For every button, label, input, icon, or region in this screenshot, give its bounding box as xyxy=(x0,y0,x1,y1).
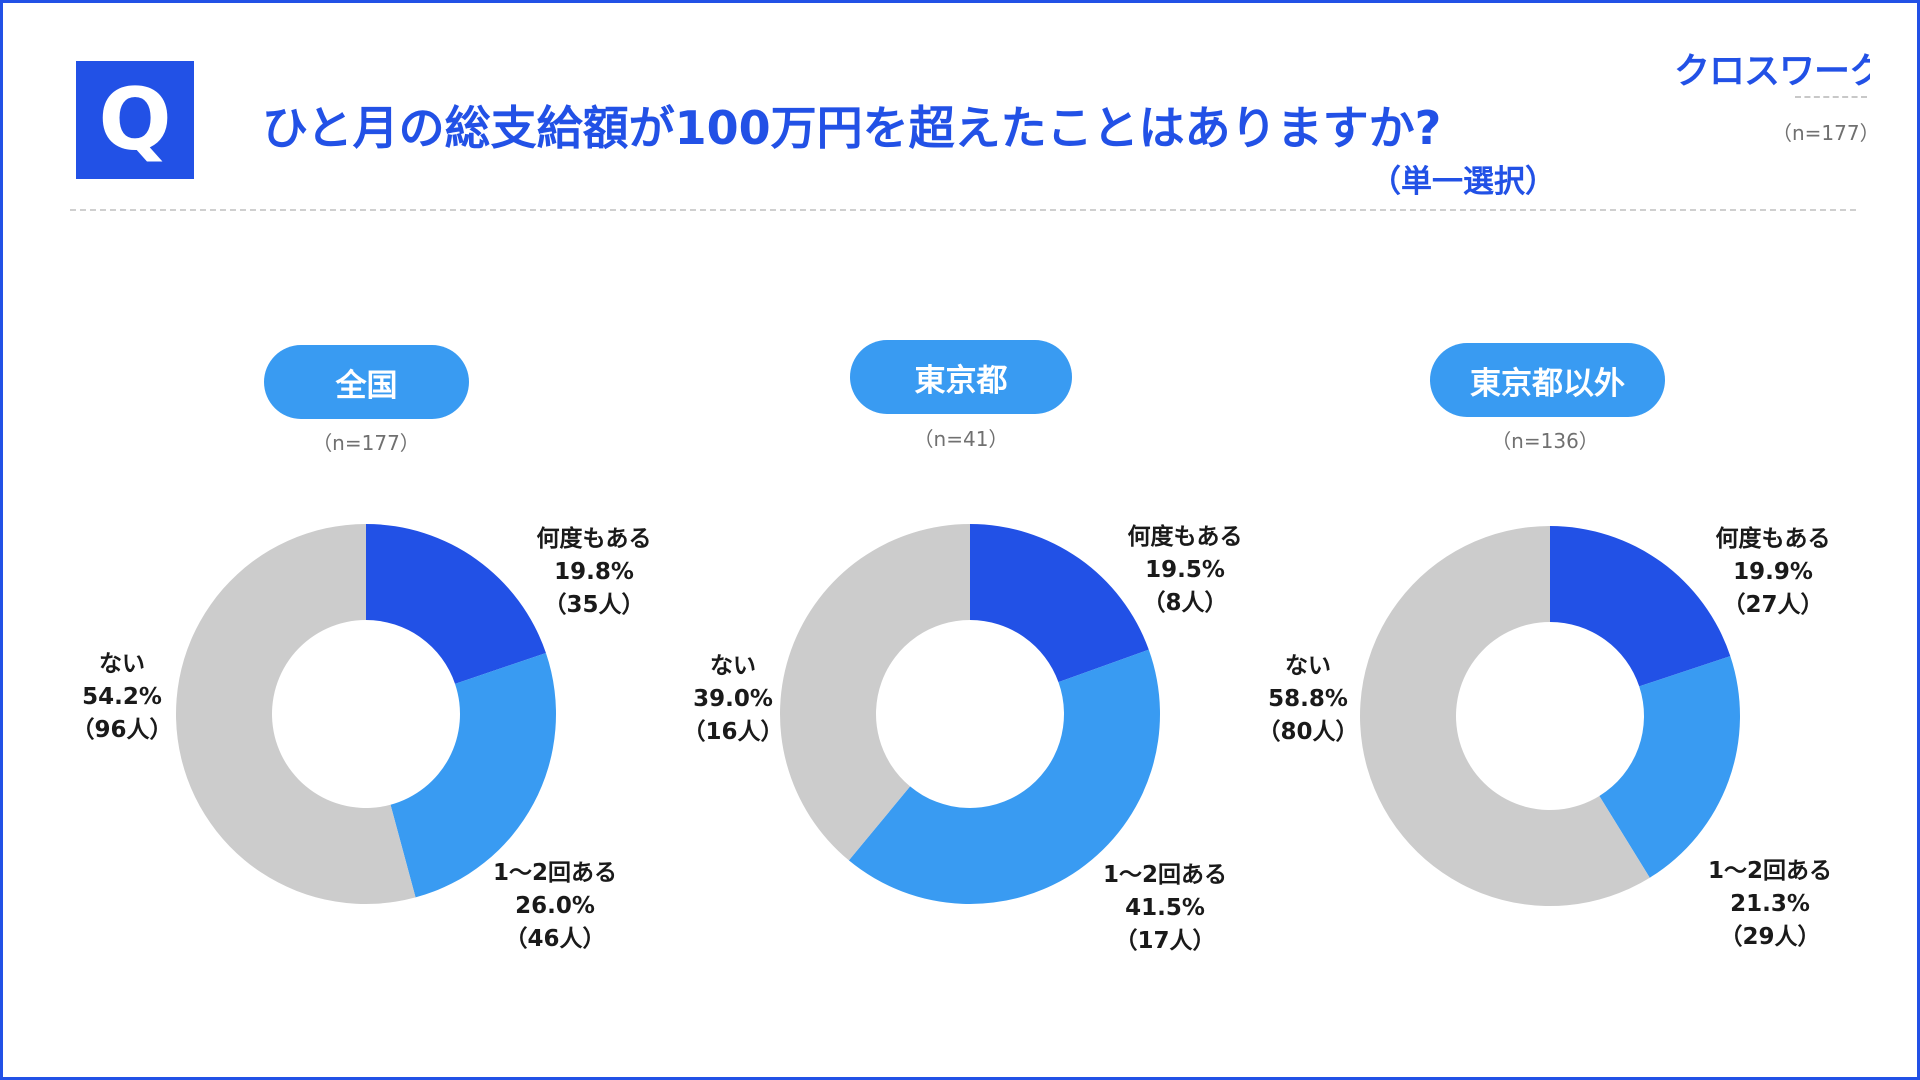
slice-label-tokyo-many: 何度もある 19.5% （8人） xyxy=(1127,524,1243,616)
donut-outside-tokyo xyxy=(1360,526,1740,906)
group-pill-outside-tokyo: 東京都以外 xyxy=(1430,343,1665,417)
slice-label-outside-tokyo-few: 1〜2回ある 21.3% （29人） xyxy=(1707,858,1832,950)
group-sample-size-outside-tokyo: （n=136） xyxy=(1491,429,1599,453)
slice-outside-tokyo-none xyxy=(1360,526,1650,906)
slice-nationwide-many xyxy=(366,524,546,684)
slice-tokyo-few xyxy=(848,649,1160,904)
slice-tokyo-none xyxy=(780,524,970,861)
question-title: ひと月の総支給額が100万円を超えたことはありますか? xyxy=(262,101,1442,155)
header-divider xyxy=(70,209,1856,211)
brand-logo: クロスワーク xyxy=(1674,51,1870,88)
slice-outside-tokyo-many xyxy=(1550,526,1731,687)
slice-label-outside-tokyo-none: ない 58.8% （80人） xyxy=(1257,653,1359,745)
slice-outside-tokyo-few xyxy=(1599,656,1740,878)
group-pill-tokyo: 東京都 xyxy=(850,340,1072,414)
slice-label-outside-tokyo-many: 何度もある 19.9% （27人） xyxy=(1715,526,1831,618)
donut-tokyo xyxy=(780,524,1160,904)
slice-label-nationwide-none: ない 54.2% （96人） xyxy=(71,651,173,743)
group-sample-size-tokyo: （n=41） xyxy=(913,427,1009,451)
slice-label-tokyo-none: ない 39.0% （16人） xyxy=(682,653,784,745)
group-sample-size-nationwide: （n=177） xyxy=(312,431,420,455)
slice-nationwide-few xyxy=(390,653,556,898)
donut-nationwide xyxy=(176,524,556,904)
logo-underline xyxy=(1795,96,1867,98)
question-mark-badge: Q xyxy=(76,61,194,179)
group-pill-nationwide: 全国 xyxy=(264,345,469,419)
slice-label-nationwide-many: 何度もある 19.8% （35人） xyxy=(536,526,652,618)
total-sample-size: （n=177） xyxy=(1772,121,1880,145)
slice-label-tokyo-few: 1〜2回ある 41.5% （17人） xyxy=(1102,862,1227,954)
selection-note: （単一選択） xyxy=(1370,164,1556,200)
slice-label-nationwide-few: 1〜2回ある 26.0% （46人） xyxy=(492,860,617,952)
slice-tokyo-many xyxy=(970,524,1149,683)
slice-nationwide-none xyxy=(176,524,416,904)
